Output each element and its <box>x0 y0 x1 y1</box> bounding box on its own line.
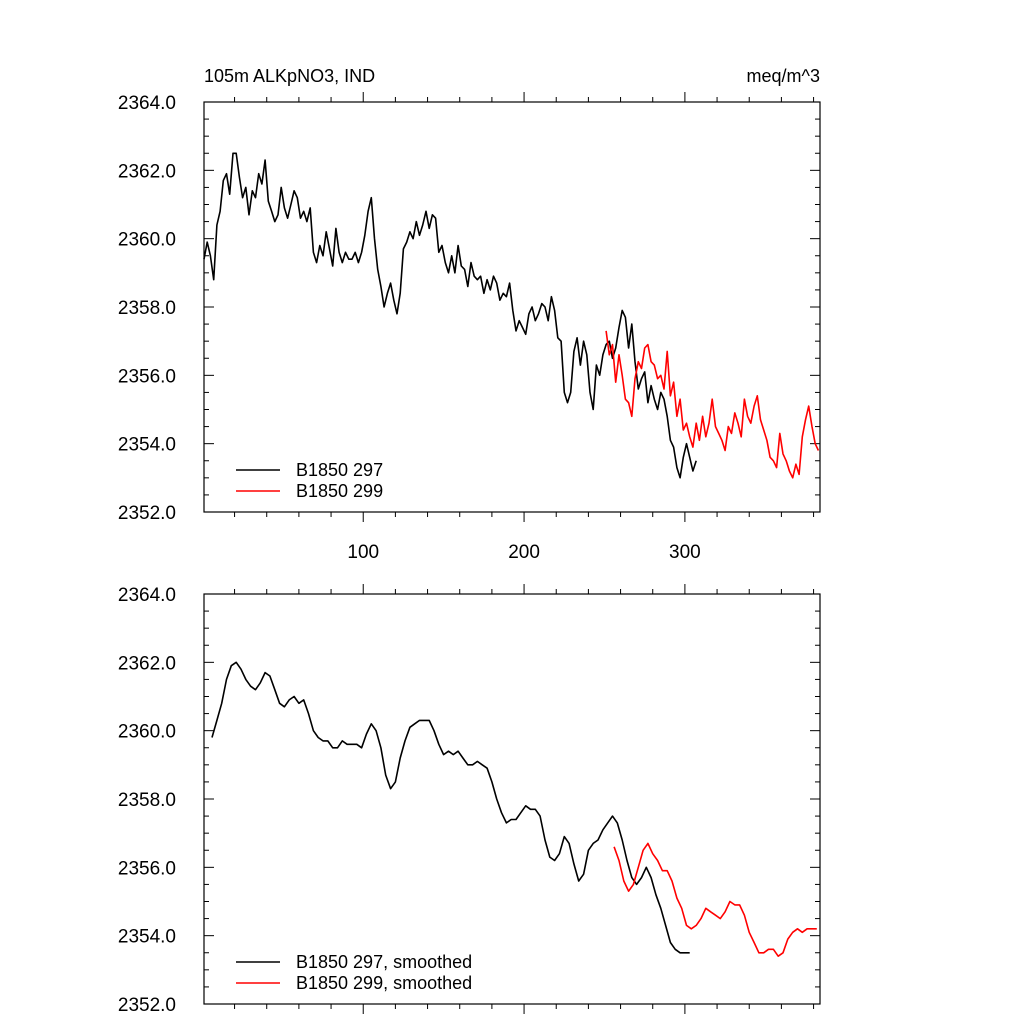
y-tick-label: 2358.0 <box>118 298 176 319</box>
series-line-b1850-299-smoothed <box>613 842 817 958</box>
y-tick-label: 2360.0 <box>118 722 176 743</box>
x-tick-label: 100 <box>347 542 379 563</box>
y-tick-label: 2354.0 <box>118 435 176 456</box>
y-tick-label: 2356.0 <box>118 366 176 387</box>
y-tick-label: 2364.0 <box>118 585 176 606</box>
y-tick-label: 2354.0 <box>118 927 176 948</box>
series-line-b1850-297-smoothed <box>211 661 690 954</box>
units-label: meq/m^3 <box>747 66 820 86</box>
legend-label: B1850 297 <box>296 460 383 480</box>
y-tick-label: 2362.0 <box>118 653 176 674</box>
y-tick-label: 2362.0 <box>118 161 176 182</box>
smoothed-panel: 2352.0 2354.0 2356.0 2358.0 2360.0 2362.0 2364… <box>118 584 821 1016</box>
y-tick-label: 2358.0 <box>118 790 176 811</box>
series-line-b1850-297 <box>203 152 697 479</box>
panel-title: 105m ALKpNO3, IND <box>204 66 375 86</box>
plot-frame <box>203 593 821 1005</box>
series-line-b1850-299 <box>605 330 820 479</box>
legend-label: B1850 299 <box>296 481 383 501</box>
y-tick-label: 2352.0 <box>118 995 176 1016</box>
y-tick-label: 2364.0 <box>118 93 176 114</box>
raw-panel: 2352.0 2354.0 2356.0 2358.0 2360.0 2362.0 2364… <box>118 92 821 563</box>
y-tick-label: 2356.0 <box>118 858 176 879</box>
x-tick-label: 300 <box>669 542 701 563</box>
legend-label: B1850 297, smoothed <box>296 952 472 972</box>
y-tick-label: 2360.0 <box>118 230 176 251</box>
y-tick-label: 2352.0 <box>118 503 176 524</box>
legend-label: B1850 299, smoothed <box>296 973 472 993</box>
x-tick-label: 200 <box>508 542 540 563</box>
